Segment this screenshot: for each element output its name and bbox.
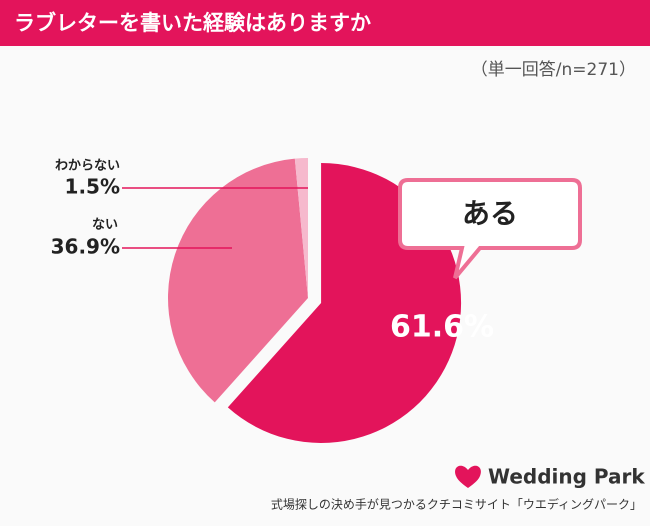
category-label: ある (462, 197, 518, 230)
callout-box (398, 178, 582, 280)
pie-slice (167, 158, 308, 403)
value-label: 1.5% (65, 175, 120, 199)
category-label: ない (92, 218, 118, 233)
value-label: 61.6% (390, 310, 494, 345)
chart-title: ラブレターを書いた経験はありますか (14, 11, 371, 35)
pie-slice (294, 158, 308, 298)
brand-heart (455, 465, 481, 488)
value-label: 36.9% (51, 235, 120, 259)
chart-subtitle: （単一回答/n=271） (471, 59, 636, 80)
header-band (0, 0, 650, 46)
category-label: わからない (55, 159, 120, 174)
tagline: 式場探しの決め手が見つかるクチコミサイト「ウエディングパーク」 (271, 497, 642, 512)
brand: Wedding Park (488, 465, 645, 489)
callout: ある (398, 178, 582, 280)
